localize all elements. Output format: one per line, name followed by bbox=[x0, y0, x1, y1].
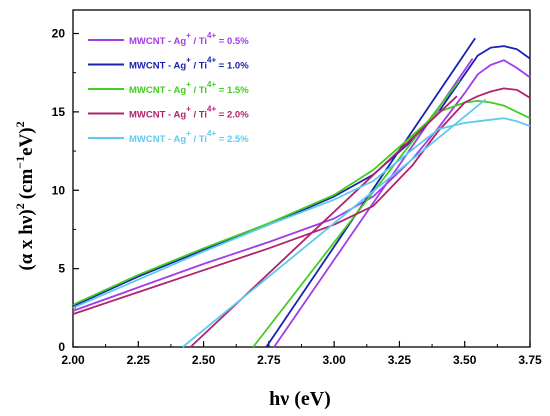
x-tick-label: 3.50 bbox=[453, 353, 477, 367]
legend-label-part: 4+ bbox=[207, 129, 216, 138]
legend-label-part: 4+ bbox=[207, 105, 216, 114]
y-axis-title-unit: (cm bbox=[16, 169, 37, 200]
legend-label-part: = 2.0% bbox=[216, 110, 249, 121]
y-axis-title-unit-tail: eV) bbox=[16, 127, 37, 155]
x-tick-label: 2.75 bbox=[257, 353, 281, 367]
legend-label-2: MWCNT - Ag+ / Ti4+ = 1.0% bbox=[129, 56, 249, 72]
y-axis: 0 5 10 15 20 bbox=[52, 27, 79, 354]
x-tick-label: 2.00 bbox=[61, 353, 85, 367]
series-layer bbox=[72, 37, 531, 348]
legend-label-4: MWCNT - Ag+ / Ti4+ = 2.0% bbox=[129, 105, 249, 121]
series-line-5 bbox=[72, 117, 531, 309]
legend-label-part: / Ti bbox=[191, 85, 207, 96]
legend-label-3: MWCNT - Ag+ / Ti4+ = 1.5% bbox=[129, 80, 249, 96]
x-axis: 2.00 2.25 2.50 2.75 3.00 3.25 3.50 3.75 bbox=[61, 341, 542, 367]
legend-label-part: + bbox=[186, 31, 191, 40]
legend-label-part: 4+ bbox=[207, 80, 216, 89]
tangent-line-5 bbox=[182, 98, 487, 348]
series-line-3 bbox=[72, 100, 531, 306]
legend: MWCNT - Ag+ / Ti4+ = 0.5%MWCNT - Ag+ / T… bbox=[88, 31, 249, 145]
legend-label-part: = 1.0% bbox=[216, 61, 249, 72]
x-tick-label: 3.00 bbox=[322, 353, 346, 367]
y-axis-title-main: (α x hν) bbox=[16, 209, 37, 270]
y-tick-label: 5 bbox=[58, 262, 65, 276]
legend-label-part: 4+ bbox=[207, 56, 216, 65]
legend-label-part: + bbox=[186, 105, 191, 114]
y-tick-label: 15 bbox=[52, 105, 66, 119]
y-tick-label: 10 bbox=[52, 183, 66, 197]
legend-label-1: MWCNT - Ag+ / Ti4+ = 0.5% bbox=[129, 31, 249, 47]
x-tick-label: 3.25 bbox=[388, 353, 412, 367]
legend-label-part: MWCNT - Ag bbox=[129, 134, 186, 145]
legend-label-part: / Ti bbox=[191, 134, 207, 145]
legend-label-part: / Ti bbox=[191, 110, 207, 121]
legend-label-part: / Ti bbox=[191, 61, 207, 72]
series-line-4 bbox=[72, 87, 531, 315]
x-axis-title: hν (eV) bbox=[269, 388, 331, 410]
legend-label-part: = 1.5% bbox=[216, 85, 249, 96]
legend-label-part: 4+ bbox=[207, 31, 216, 40]
legend-label-part: MWCNT - Ag bbox=[129, 85, 186, 96]
legend-label-part: MWCNT - Ag bbox=[129, 61, 186, 72]
legend-label-part: = 2.5% bbox=[216, 134, 249, 145]
legend-label-part: MWCNT - Ag bbox=[129, 36, 186, 47]
legend-label-part: + bbox=[186, 80, 191, 89]
legend-label-part: / Ti bbox=[191, 36, 207, 47]
legend-label-part: + bbox=[186, 129, 191, 138]
series-line-1 bbox=[72, 59, 531, 312]
legend-label-part: = 0.5% bbox=[216, 36, 249, 47]
y-tick-label: 20 bbox=[52, 27, 66, 41]
x-tick-label: 2.50 bbox=[192, 353, 216, 367]
x-tick-label: 3.75 bbox=[518, 353, 542, 367]
legend-label-5: MWCNT - Ag+ / Ti4+ = 2.5% bbox=[129, 129, 249, 145]
y-axis-title-tail-sup: 2 bbox=[13, 121, 27, 127]
legend-label-part: MWCNT - Ag bbox=[129, 110, 186, 121]
y-tick-label: 0 bbox=[58, 340, 65, 354]
y-axis-title: (α x hν)2(cm−1eV)2 bbox=[13, 121, 37, 270]
legend-label-part: + bbox=[186, 56, 191, 65]
y-axis-title-sup: 2 bbox=[13, 203, 27, 209]
x-tick-label: 2.25 bbox=[127, 353, 151, 367]
y-axis-title-unit-sup: −1 bbox=[13, 156, 27, 169]
